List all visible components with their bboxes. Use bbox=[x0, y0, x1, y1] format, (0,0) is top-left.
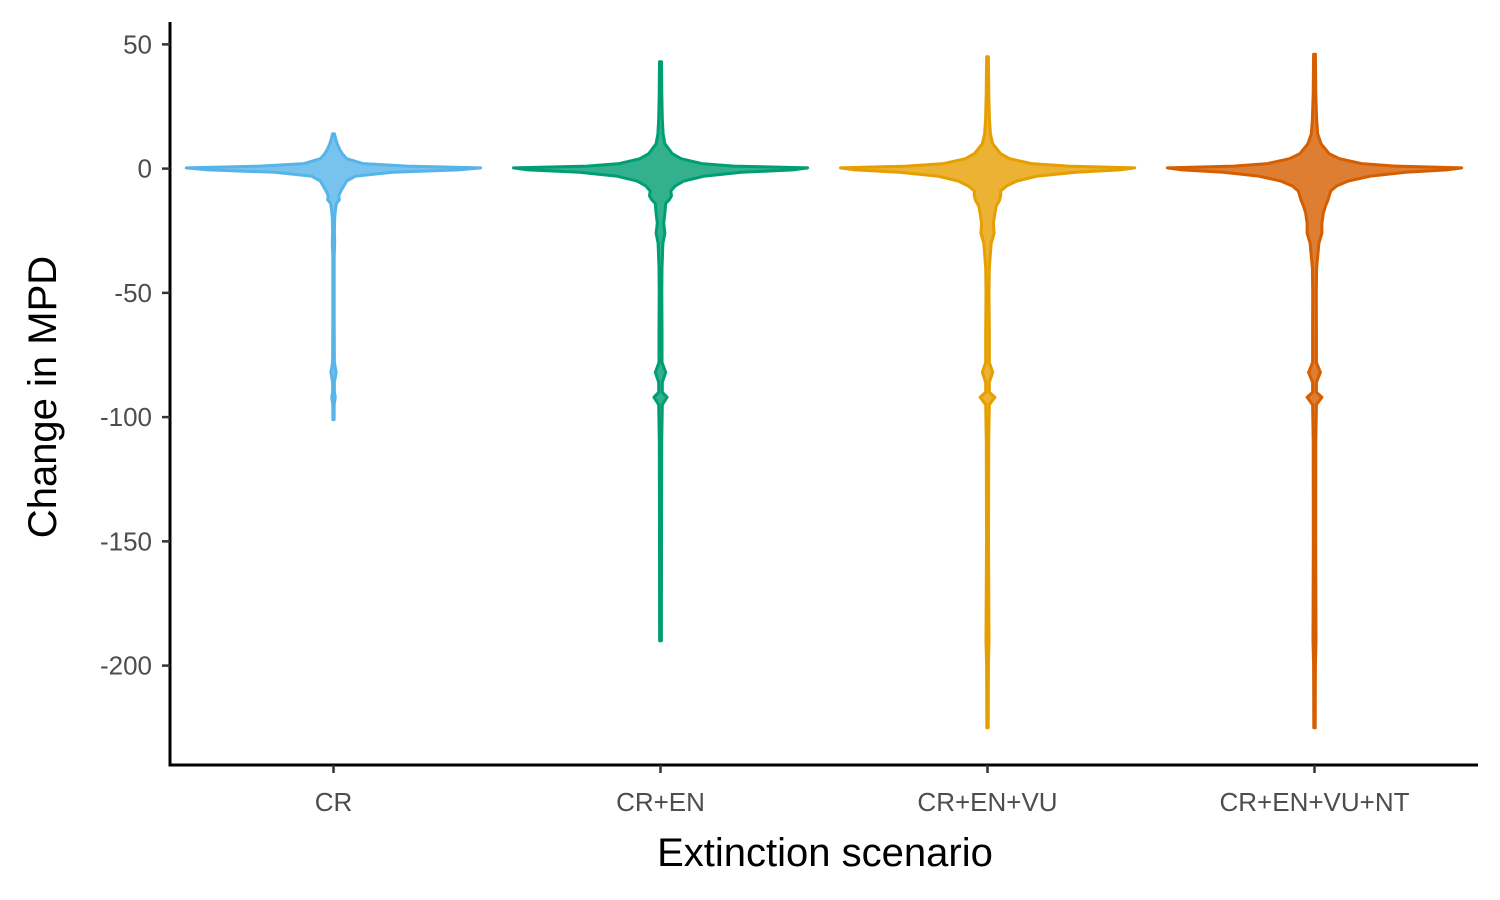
y-axis-title: Change in MPD bbox=[21, 256, 65, 538]
x-tick-label: CR+EN bbox=[616, 787, 705, 817]
x-tick-label: CR bbox=[315, 787, 353, 817]
x-axis: CR CR+EN CR+EN+VU CR+EN+VU+NT bbox=[168, 763, 1478, 817]
y-tick-label: -200 bbox=[100, 651, 152, 681]
violin-cr-en-vu bbox=[838, 55, 1137, 730]
y-tick-label: -150 bbox=[100, 526, 152, 556]
violin-cr-en-vu-nt bbox=[1165, 52, 1464, 730]
x-tick-label: CR+EN+VU bbox=[917, 787, 1057, 817]
y-tick-label: -100 bbox=[100, 402, 152, 432]
violin-cr bbox=[184, 132, 483, 422]
x-axis-title: Extinction scenario bbox=[657, 831, 993, 875]
x-tick-label: CR+EN+VU+NT bbox=[1220, 787, 1410, 817]
violin-cr-en bbox=[511, 60, 810, 643]
y-tick-label: 50 bbox=[123, 29, 152, 59]
y-tick-label: -50 bbox=[114, 278, 152, 308]
y-tick-label: 0 bbox=[138, 154, 152, 184]
y-axis: 50 0 -50 -100 -150 -200 bbox=[100, 22, 172, 767]
violins-group bbox=[184, 52, 1464, 730]
